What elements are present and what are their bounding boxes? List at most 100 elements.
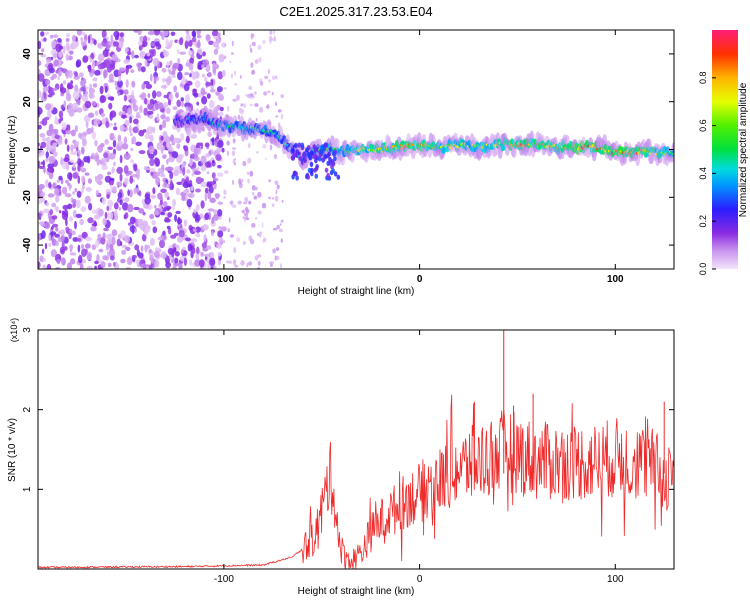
noise-blob: [201, 242, 207, 249]
noise-blob: [200, 164, 207, 172]
noise-blob: [62, 186, 68, 195]
noise-blob: [68, 110, 75, 117]
noise-blob: [44, 116, 50, 121]
x-tick-label: -100: [214, 574, 234, 585]
noise-blob: [258, 231, 262, 238]
noise-blob: [72, 102, 79, 110]
y-tick-label: 40: [22, 48, 33, 60]
noise-blob: [152, 226, 158, 234]
noise-blob: [109, 243, 114, 251]
noise-blob: [75, 60, 80, 68]
noise-blob: [273, 35, 276, 42]
noise-blob: [79, 263, 84, 269]
noise-blob: [88, 202, 93, 211]
noise-blob: [212, 41, 219, 48]
noise-blob: [81, 146, 85, 155]
noise-blob: [65, 42, 70, 51]
noise-blob: [41, 197, 46, 203]
noise-blob: [152, 126, 156, 134]
noise-blob: [154, 259, 160, 268]
noise-blob: [114, 80, 118, 87]
dip-blob: [303, 157, 307, 163]
snr-scale-note: (x10⁴): [9, 318, 19, 342]
noise-blob: [48, 62, 53, 68]
noise-blob: [180, 132, 185, 141]
noise-blob: [129, 216, 136, 225]
dip-blob: [324, 167, 329, 173]
noise-blob: [121, 143, 129, 150]
noise-blob: [41, 48, 45, 53]
noise-blob: [244, 212, 249, 217]
noise-blob: [92, 77, 98, 82]
noise-blob: [82, 138, 87, 147]
noise-blob: [254, 103, 259, 107]
noise-blob: [186, 168, 191, 174]
spectrogram-ticks: -100 0 100 -40 -20 0 20 40: [22, 30, 674, 285]
noise-blob: [79, 80, 85, 87]
noise-blob: [246, 262, 249, 268]
noise-blob: [123, 89, 129, 95]
noise-blob: [53, 52, 57, 59]
snr-ticks: -100 0 100 1 2 3: [22, 327, 674, 585]
noise-blob: [110, 184, 113, 193]
noise-blob: [63, 157, 70, 162]
noise-blob: [248, 85, 253, 91]
noise-blob: [259, 106, 263, 113]
dip-blob: [306, 145, 311, 151]
noise-blob: [153, 210, 160, 216]
noise-blob: [59, 246, 66, 255]
noise-blob: [92, 59, 96, 69]
noise-blob: [182, 167, 186, 176]
noise-blob: [106, 194, 110, 199]
noise-blob: [254, 59, 259, 64]
y-tick-label: 0: [22, 146, 33, 152]
noise-blob: [69, 216, 73, 222]
noise-blob: [93, 39, 97, 46]
noise-blob: [201, 95, 208, 105]
noise-blob: [117, 140, 124, 147]
noise-blob: [48, 234, 52, 242]
noise-blob: [119, 32, 124, 38]
noise-blob: [70, 129, 76, 137]
noise-blob: [72, 162, 76, 169]
noise-blob: [191, 173, 195, 177]
noise-blob: [143, 55, 151, 60]
x-tick-label: 0: [417, 274, 423, 285]
noise-blob: [209, 99, 215, 109]
dip-blob: [306, 174, 311, 180]
noise-blob: [77, 149, 81, 157]
noise-blob: [111, 236, 116, 246]
noise-blob: [192, 88, 197, 93]
noise-blob: [186, 198, 193, 208]
noise-blob: [150, 258, 154, 264]
noise-blob: [40, 191, 46, 198]
noise-blob: [247, 157, 252, 164]
noise-blob: [67, 70, 73, 79]
noise-blob: [38, 124, 42, 130]
noise-blob: [193, 156, 200, 161]
noise-blob: [109, 110, 117, 118]
noise-blob: [142, 211, 146, 216]
noise-blob: [153, 30, 161, 36]
noise-blob: [131, 226, 135, 235]
noise-blob: [81, 259, 86, 264]
noise-blob: [190, 158, 193, 164]
noise-blob: [217, 201, 223, 205]
noise-blob: [201, 126, 205, 132]
noise-blob: [104, 139, 109, 145]
noise-blob: [233, 246, 237, 254]
noise-blob: [80, 166, 84, 171]
dip-blob: [322, 145, 327, 152]
noise-blob: [133, 206, 140, 211]
noise-blob: [261, 202, 267, 209]
noise-blob: [51, 238, 57, 246]
noise-blob: [224, 170, 229, 174]
figure-title: C2E1.2025.317.23.53.E04: [279, 4, 432, 19]
noise-blob: [45, 157, 49, 163]
noise-blob: [140, 66, 146, 73]
noise-blob: [242, 160, 247, 167]
noise-blob: [268, 79, 272, 83]
noise-blob: [123, 94, 127, 102]
noise-blob: [138, 45, 143, 51]
noise-blob: [251, 69, 256, 75]
